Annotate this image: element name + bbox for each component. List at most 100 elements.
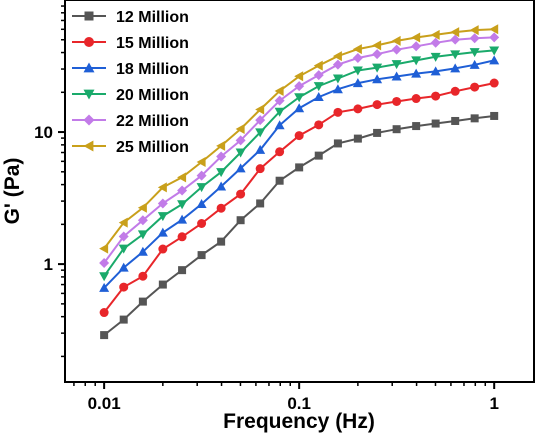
data-point xyxy=(118,231,129,242)
data-point xyxy=(274,120,285,130)
data-point xyxy=(236,189,246,199)
data-point xyxy=(275,176,284,185)
data-point xyxy=(137,202,147,213)
x-tick-label: 1 xyxy=(489,394,498,413)
data-point xyxy=(333,139,342,148)
data-point xyxy=(391,60,402,70)
data-point xyxy=(118,262,129,272)
data-point xyxy=(274,107,285,117)
data-point xyxy=(216,181,227,191)
series-18-million xyxy=(99,55,500,292)
data-point xyxy=(119,282,129,292)
data-point xyxy=(313,70,324,81)
data-point xyxy=(372,40,382,51)
data-point xyxy=(332,59,343,70)
data-point xyxy=(430,37,441,48)
data-point xyxy=(158,244,168,254)
data-point xyxy=(99,282,110,292)
x-axis-ticks: 0.01 0.1 1 xyxy=(73,382,499,413)
data-point xyxy=(197,251,206,260)
data-point xyxy=(119,315,128,324)
data-point xyxy=(118,244,129,254)
data-point xyxy=(352,44,362,55)
series-22-million xyxy=(99,32,500,268)
data-point xyxy=(235,163,246,173)
data-point xyxy=(235,148,246,158)
data-point xyxy=(196,199,207,209)
data-point xyxy=(372,74,383,84)
data-point xyxy=(216,140,226,151)
data-point xyxy=(274,85,284,96)
data-point xyxy=(158,280,167,289)
data-point xyxy=(255,144,266,154)
legend-label: 25 Million xyxy=(116,139,189,156)
x-tick-label: 0.1 xyxy=(287,394,311,413)
data-point xyxy=(235,135,246,146)
data-point xyxy=(392,125,401,134)
legend-item: 25 Million xyxy=(72,139,189,156)
data-point xyxy=(99,243,109,254)
data-point xyxy=(99,308,109,318)
data-point xyxy=(431,91,441,101)
legend-item: 15 Million xyxy=(72,35,189,52)
data-point xyxy=(332,74,343,84)
data-point xyxy=(332,84,343,94)
data-point xyxy=(450,27,460,38)
y-axis-title: G' (Pa) xyxy=(1,158,24,225)
data-point xyxy=(411,32,421,43)
x-tick-label: 0.01 xyxy=(88,394,121,413)
data-point xyxy=(255,128,266,138)
legend-marker xyxy=(83,114,95,126)
data-point xyxy=(469,59,480,69)
data-point xyxy=(489,55,500,65)
data-point xyxy=(294,71,304,82)
data-point xyxy=(373,128,382,137)
data-point xyxy=(314,120,324,130)
data-point xyxy=(177,172,187,183)
data-point xyxy=(411,94,421,104)
data-point xyxy=(352,66,363,76)
data-point xyxy=(469,48,480,58)
data-point xyxy=(450,86,460,96)
data-point xyxy=(137,230,148,240)
data-point xyxy=(411,56,422,66)
data-point xyxy=(469,33,480,44)
data-point xyxy=(177,214,188,224)
data-point xyxy=(469,25,479,36)
data-point xyxy=(430,66,441,76)
data-point xyxy=(235,123,245,134)
data-point xyxy=(217,237,226,246)
data-point xyxy=(392,96,402,106)
data-point xyxy=(450,34,461,45)
data-point xyxy=(372,49,383,60)
data-point xyxy=(197,218,207,228)
data-point xyxy=(489,78,499,88)
data-point xyxy=(353,134,362,143)
data-point xyxy=(216,168,227,178)
legend-item: 22 Million xyxy=(72,113,189,130)
data-point xyxy=(391,71,402,81)
data-point xyxy=(372,100,382,110)
data-point xyxy=(178,266,187,275)
data-point xyxy=(216,203,226,213)
data-point xyxy=(100,331,109,340)
data-point xyxy=(470,82,480,92)
data-point xyxy=(450,63,461,73)
data-point xyxy=(294,103,305,113)
data-point xyxy=(490,111,499,120)
data-point xyxy=(118,217,128,228)
data-point xyxy=(372,63,383,73)
data-point xyxy=(274,95,285,106)
data-point xyxy=(314,151,323,160)
data-point xyxy=(294,131,304,141)
x-axis-title: Frequency (Hz) xyxy=(223,410,375,433)
data-point xyxy=(353,104,363,114)
legend-marker xyxy=(83,89,95,100)
data-point xyxy=(157,182,167,193)
series-25-million xyxy=(99,24,499,254)
y-axis-ticks: 1 10 xyxy=(34,5,65,358)
legend-item: 20 Million xyxy=(72,87,189,104)
data-point xyxy=(138,297,147,306)
data-point xyxy=(352,78,363,88)
